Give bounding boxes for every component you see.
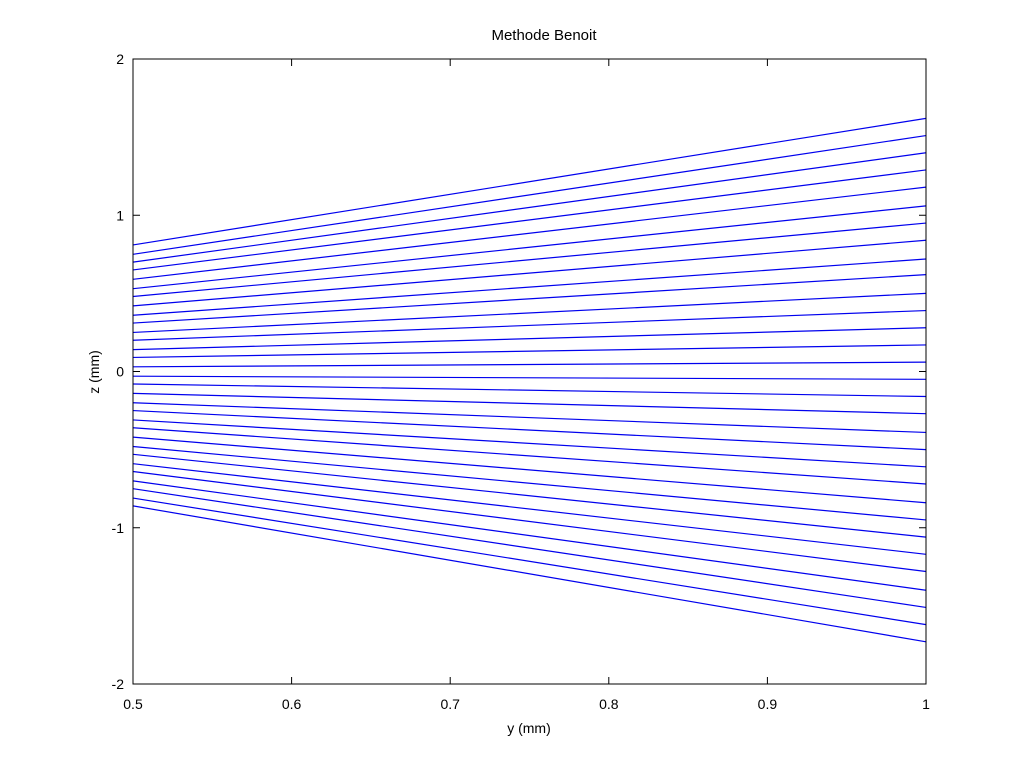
- series-layer: [132, 117, 927, 643]
- series-line-14: [132, 344, 927, 359]
- x-tick-label: 0.8: [599, 696, 619, 712]
- x-axis-title: y (mm): [507, 720, 551, 736]
- series-line-23: [132, 436, 927, 504]
- series-line-15: [132, 361, 927, 368]
- series-line-9: [132, 258, 927, 316]
- series-line-28: [132, 480, 927, 591]
- series-line-16: [132, 375, 927, 380]
- series-line-3: [132, 152, 927, 263]
- series-line-25: [132, 453, 927, 538]
- series-line-24: [132, 445, 927, 521]
- series-line-10: [132, 274, 927, 324]
- y-axis-title: z (mm): [86, 350, 102, 394]
- ticks-layer: 0.5 0.6 0.7 0.8 0.9 1 -2 -1 0 1 2: [112, 51, 931, 712]
- series-line-21: [132, 419, 927, 468]
- y-tick-label: -1: [112, 520, 125, 536]
- x-tick-label: 0.9: [758, 696, 778, 712]
- series-line-22: [132, 427, 927, 485]
- series-line-18: [132, 392, 927, 415]
- series-line-7: [132, 222, 927, 298]
- y-tick-label: -2: [112, 676, 125, 692]
- x-tick-label: 1: [922, 696, 930, 712]
- series-line-27: [132, 470, 927, 573]
- series-line-6: [132, 205, 927, 290]
- x-tick-label: 0.7: [440, 696, 460, 712]
- series-line-26: [132, 463, 927, 555]
- series-line-4: [132, 169, 927, 271]
- series-line-12: [132, 309, 927, 341]
- x-tick-label: 0.6: [282, 696, 302, 712]
- series-line-19: [132, 402, 927, 434]
- series-line-31: [132, 505, 927, 643]
- series-line-13: [132, 327, 927, 351]
- series-line-5: [132, 186, 927, 280]
- x-tick-label: 0.5: [123, 696, 143, 712]
- series-line-17: [132, 383, 927, 398]
- series-line-29: [132, 488, 927, 609]
- series-line-11: [132, 292, 927, 334]
- series-line-20: [132, 409, 927, 451]
- plot-frame: [132, 58, 927, 685]
- series-line-2: [132, 134, 927, 255]
- chart-title: Methode Benoit: [491, 27, 597, 44]
- y-tick-label: 2: [116, 51, 124, 67]
- y-tick-label: 1: [116, 207, 124, 223]
- y-tick-label: 0: [116, 364, 124, 380]
- series-line-8: [132, 239, 927, 307]
- series-line-1: [132, 117, 927, 246]
- series-line-30: [132, 497, 927, 626]
